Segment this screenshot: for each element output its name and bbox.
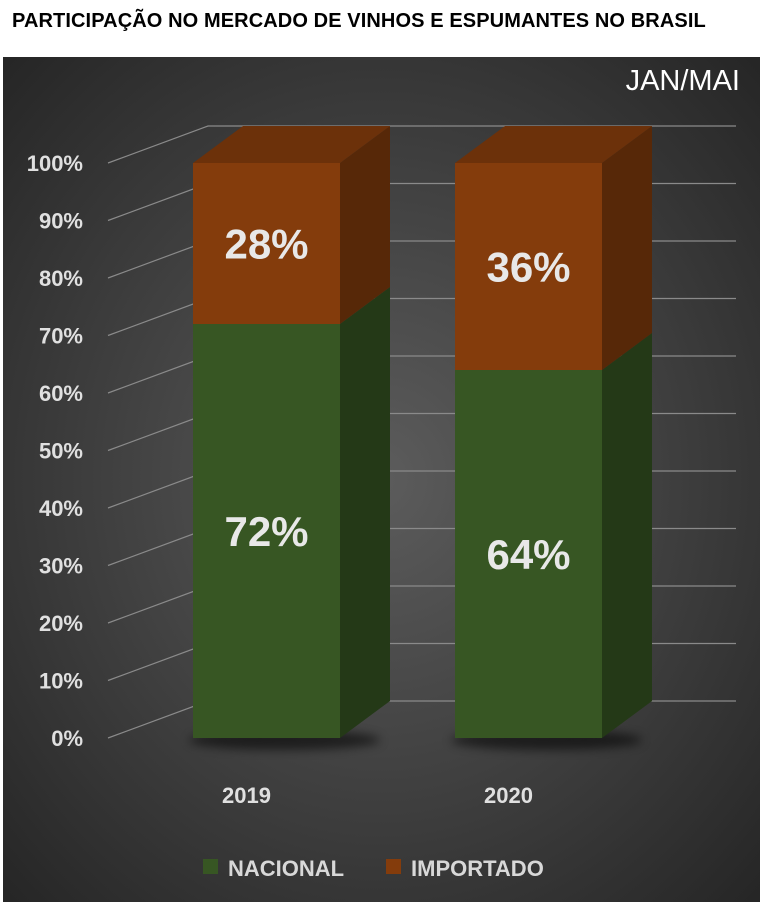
bar-segment-importado-2019 [193,163,340,324]
legend: NACIONAL IMPORTADO [203,856,544,881]
x-axis-tick-labels: 2019 2020 [222,783,533,808]
y-tick-label: 100% [27,151,83,176]
y-tick-label: 10% [39,669,83,694]
y-tick-label: 70% [39,324,83,349]
y-axis-tick-labels: 0% 10% 20% 30% 40% 50% 60% 70% 80% 90% 100% [27,151,83,751]
bar-side-importado-2019 [340,126,390,324]
bar-top-2020 [455,126,652,163]
stacked-bar-chart: 0% 10% 20% 30% 40% 50% 60% 70% 80% 90% 100% 72% 28%… [3,57,760,902]
legend-label-nacional: NACIONAL [228,856,344,881]
bars: 72% 28% 64% 36% [189,126,652,750]
legend-swatch-nacional [203,859,218,874]
bar-segment-importado-2020 [455,163,602,370]
chart-title: PARTICIPAÇÃO NO MERCADO DE VINHOS E ESPU… [12,10,706,32]
bar-side-importado-2020 [602,126,652,370]
data-label: 64% [486,531,570,578]
bar-segment-nacional-2020 [455,370,602,738]
bar-segment-nacional-2019 [193,324,340,738]
y-tick-label: 50% [39,439,83,464]
x-tick-label: 2019 [222,783,271,808]
y-tick-label: 40% [39,496,83,521]
x-tick-label: 2020 [484,783,533,808]
data-label: 28% [224,221,308,268]
y-tick-label: 60% [39,381,83,406]
y-tick-label: 30% [39,554,83,579]
y-tick-label: 90% [39,209,83,234]
y-tick-label: 0% [51,726,83,751]
legend-swatch-importado [386,859,401,874]
data-label: 36% [486,244,570,291]
y-tick-label: 20% [39,611,83,636]
bar-side-nacional-2020 [602,333,652,738]
chart-panel: 0% 10% 20% 30% 40% 50% 60% 70% 80% 90% 100% 72% 28%… [3,57,760,902]
bar-top-2019 [193,126,390,163]
bar-side-nacional-2019 [340,287,390,738]
data-label: 72% [224,508,308,555]
legend-label-importado: IMPORTADO [411,856,544,881]
chart-subtitle: JAN/MAI [626,65,740,97]
y-tick-label: 80% [39,266,83,291]
